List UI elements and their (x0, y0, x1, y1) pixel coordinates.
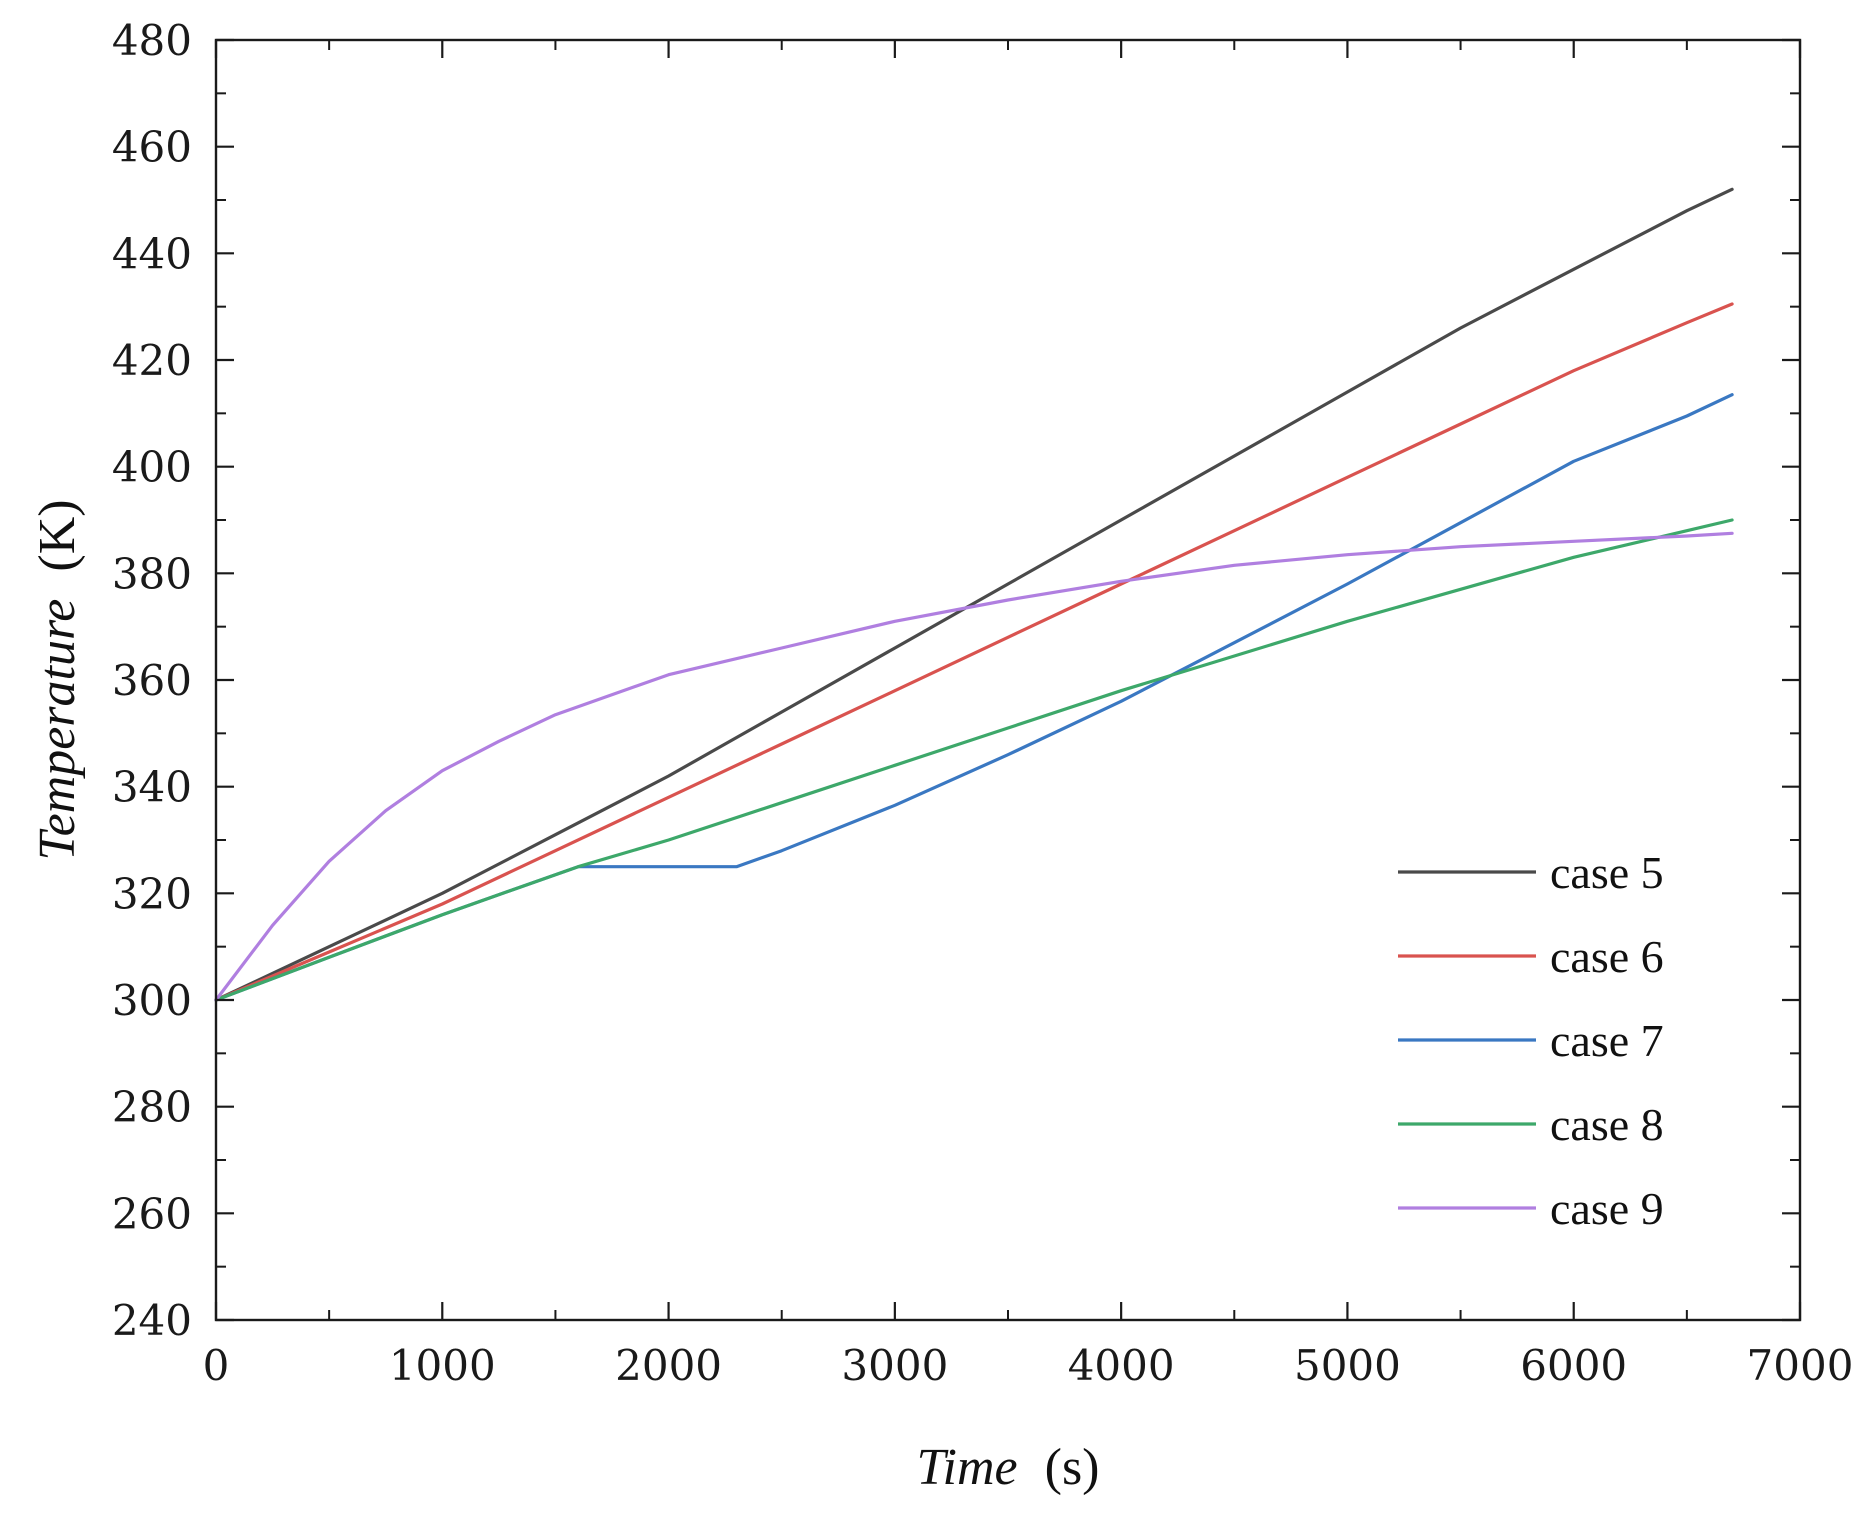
y-tick-label: 300 (112, 976, 192, 1025)
y-tick-label: 360 (112, 656, 192, 705)
legend-label-3: case 7 (1550, 1015, 1664, 1066)
x-tick-label: 1000 (389, 1341, 496, 1390)
legend-label-1: case 5 (1550, 847, 1664, 898)
legend: case 5 case 6 case 7 case 8 case 9 (1398, 847, 1664, 1234)
series-line-2 (214, 302, 1734, 1002)
y-axis-title: Temperature (K) (29, 499, 86, 860)
y-tick-label: 260 (112, 1189, 192, 1238)
x-axis-title-name: Time (916, 1439, 1017, 1496)
y-tick-label: 240 (112, 1296, 192, 1345)
x-tick-label: 3000 (841, 1341, 948, 1390)
y-tick-label: 280 (112, 1083, 192, 1132)
series-line-3 (214, 393, 1734, 1002)
y-tick-label: 400 (112, 443, 192, 492)
ticks-layer: 0 1000 2000 3000 4000 5000 6000 7000 240 260 280 30… (112, 16, 1854, 1390)
legend-label-5: case 9 (1550, 1183, 1664, 1234)
x-tick-label: 4000 (1068, 1341, 1175, 1390)
series-line-1 (214, 187, 1734, 1002)
series-line-4 (214, 518, 1734, 1002)
x-axis-title-unit: (s) (1045, 1439, 1100, 1496)
x-tick-label: 6000 (1520, 1341, 1627, 1390)
x-axis-title: Time (s) (916, 1439, 1099, 1496)
series-line-5 (214, 531, 1734, 1002)
series-layer (214, 187, 1734, 1002)
y-tick-label: 460 (112, 123, 192, 172)
y-tick-label: 440 (112, 229, 192, 278)
x-tick-label: 2000 (615, 1341, 722, 1390)
x-tick-label: 0 (203, 1341, 230, 1390)
legend-label-2: case 6 (1550, 931, 1664, 982)
legend-label-4: case 8 (1550, 1099, 1664, 1150)
x-tick-label: 7000 (1747, 1341, 1854, 1390)
y-axis-title-unit: (K) (29, 499, 86, 571)
y-tick-label: 340 (112, 763, 192, 812)
y-tick-label: 480 (112, 16, 192, 65)
y-tick-label: 420 (112, 336, 192, 385)
y-axis-title-name: Temperature (29, 599, 86, 861)
y-tick-label: 320 (112, 869, 192, 918)
y-tick-label: 380 (112, 549, 192, 598)
x-tick-label: 5000 (1294, 1341, 1401, 1390)
